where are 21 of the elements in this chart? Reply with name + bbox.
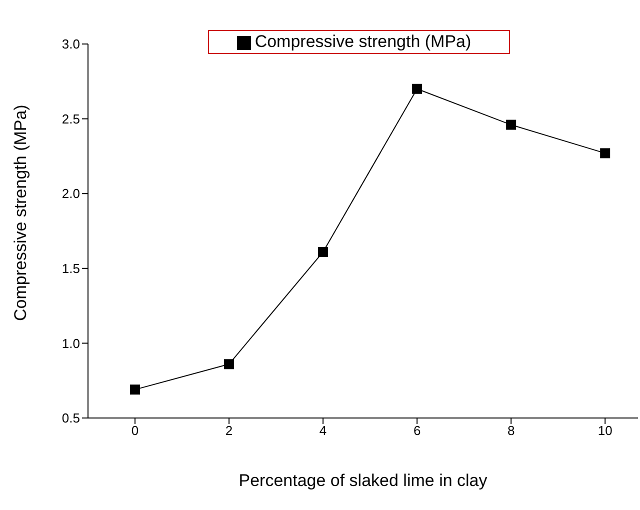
x-tick-label: 2 [225, 423, 233, 438]
y-tick-label: 1.5 [62, 261, 80, 276]
point [600, 148, 610, 158]
y-tick-label: 0.5 [62, 410, 80, 426]
point [318, 246, 328, 257]
y-axis-title: Compressive strength (MPa) [11, 104, 30, 321]
point [130, 384, 140, 395]
x-tick-label: 6 [413, 423, 421, 438]
y-tick-label: 2.5 [62, 111, 80, 126]
y-tick-label: 3.0 [62, 36, 80, 52]
legend-label: Compressive strength (MPa) [254, 32, 472, 51]
point [506, 120, 516, 130]
x-axis-title: Percentage of slaked lime in clay [238, 471, 488, 490]
x-tick-label: 4 [319, 423, 327, 438]
y-tick-label: 1.0 [62, 336, 80, 351]
x-tick-label: 10 [598, 423, 612, 438]
y-tick-label: 2.0 [62, 186, 80, 202]
x-tick-label: 0 [131, 423, 139, 438]
x-tick-label: 8 [507, 423, 515, 438]
point [412, 84, 422, 94]
point [224, 359, 234, 370]
